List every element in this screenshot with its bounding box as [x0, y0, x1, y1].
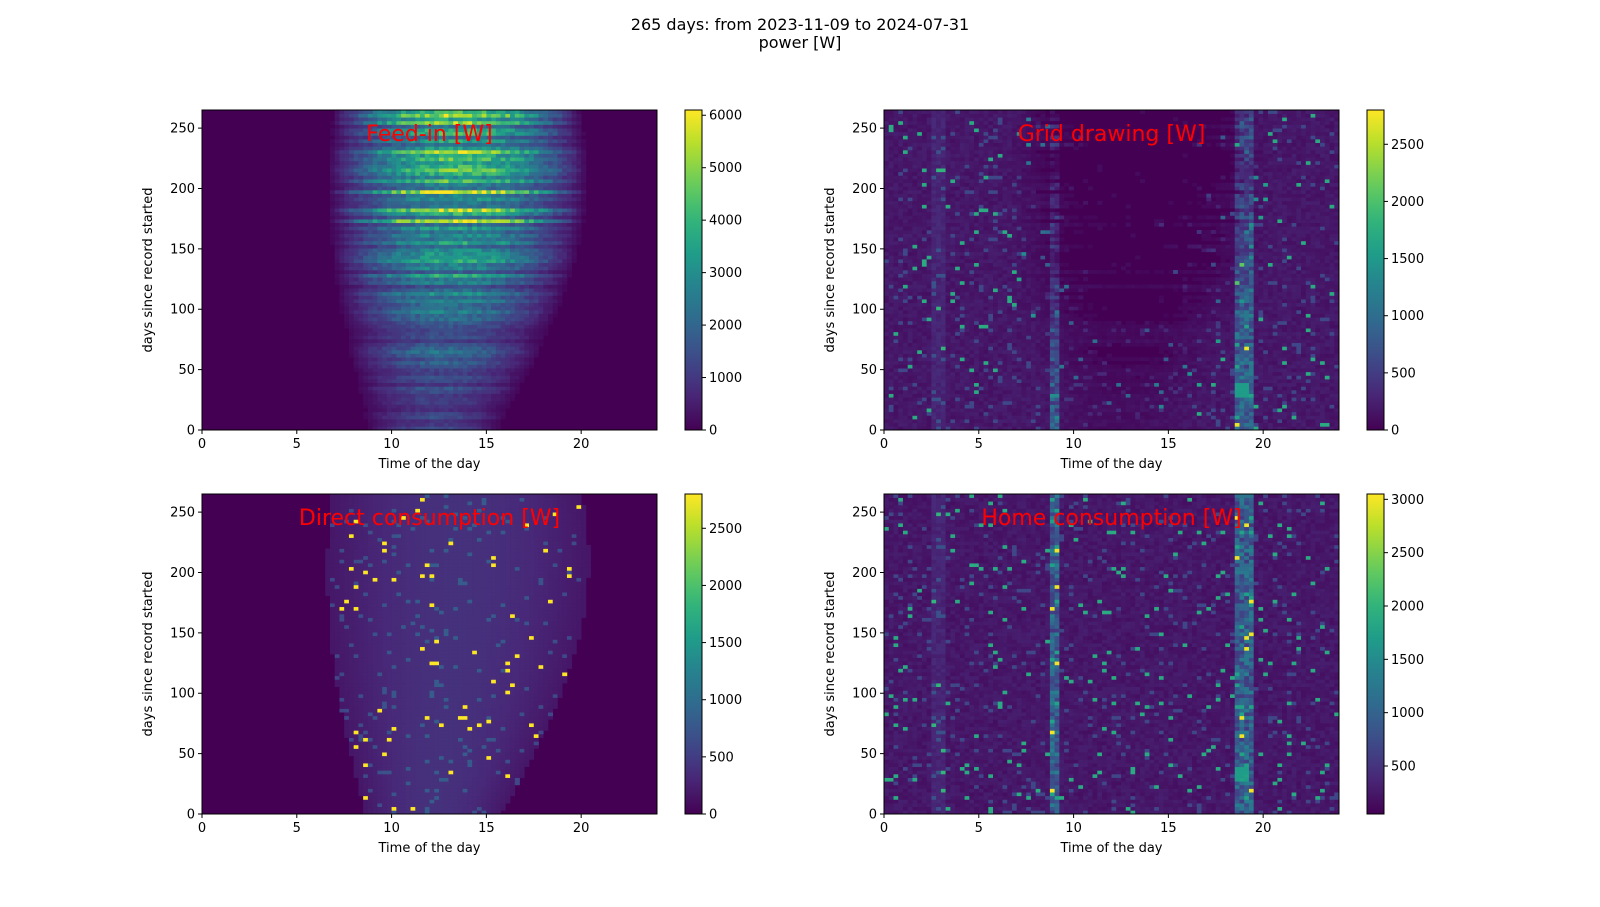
- y-tick-label: 250: [852, 122, 877, 137]
- x-tick-label: 20: [1255, 821, 1272, 836]
- colorbar-tick-label: 1000: [709, 371, 742, 386]
- y-tick-label: 200: [852, 182, 877, 197]
- colorbar-direct-consumption: 0 500 1000 1500 2000 2500: [685, 494, 742, 823]
- y-tick-label: 150: [170, 242, 195, 257]
- colorbar-tick-label: 1500: [1391, 653, 1424, 668]
- colorbar-tick-label: 0: [709, 424, 717, 439]
- y-tick-label: 50: [178, 747, 195, 762]
- x-tick-label: 10: [383, 437, 400, 452]
- colorbar-feed-in: 0 1000 2000 3000 4000 5000 6000: [685, 109, 742, 439]
- colorbar-tick-label: 1000: [1391, 309, 1424, 324]
- x-tick-label: 0: [880, 437, 888, 452]
- colorbar-tick-label: 2000: [1391, 195, 1424, 210]
- panel-title: Home consumption [W]: [981, 506, 1241, 531]
- panel-title: Feed-in [W]: [366, 122, 492, 147]
- x-tick-label: 15: [478, 437, 495, 452]
- colorbar-tick-label: 4000: [709, 214, 742, 229]
- y-axis-label: days since record started: [823, 188, 838, 353]
- y-axis-label: days since record started: [141, 188, 156, 353]
- colorbar-tick-label: 500: [709, 750, 734, 765]
- x-tick-label: 15: [478, 821, 495, 836]
- x-tick-label: 5: [975, 821, 983, 836]
- figure-title-line2: power [W]: [759, 33, 842, 52]
- heatmap-grid-drawing: [884, 110, 1339, 430]
- y-tick-label: 100: [852, 303, 877, 318]
- y-tick-label: 0: [869, 424, 877, 439]
- colorbar-tick-label: 500: [1391, 366, 1416, 381]
- colorbar-tick-label: 5000: [709, 161, 742, 176]
- x-tick-label: 10: [1065, 821, 1082, 836]
- y-tick-label: 0: [869, 808, 877, 823]
- y-axis-label: days since record started: [823, 572, 838, 737]
- y-tick-label: 50: [860, 363, 877, 378]
- x-tick-label: 10: [1065, 437, 1082, 452]
- figure-title-line1: 265 days: from 2023-11-09 to 2024-07-31: [631, 15, 969, 34]
- y-tick-label: 100: [852, 687, 877, 702]
- colorbar-tick-label: 1500: [1391, 252, 1424, 267]
- colorbar-tick-label: 2000: [1391, 600, 1424, 615]
- heatmap-feed-in: [202, 110, 657, 430]
- x-tick-label: 15: [1160, 437, 1177, 452]
- x-tick-label: 20: [573, 437, 590, 452]
- y-tick-label: 100: [170, 303, 195, 318]
- x-tick-label: 5: [293, 821, 301, 836]
- colorbar-tick-label: 6000: [709, 109, 742, 124]
- colorbar-grid-drawing: 0 500 1000 1500 2000 2500: [1367, 110, 1424, 439]
- colorbar-tick-label: 2000: [709, 579, 742, 594]
- x-tick-label: 5: [975, 437, 983, 452]
- y-tick-label: 200: [170, 182, 195, 197]
- heatmap-home-consumption: [884, 494, 1339, 814]
- y-tick-label: 250: [170, 506, 195, 521]
- x-axis-label: Time of the day: [1060, 457, 1163, 472]
- y-tick-label: 0: [187, 424, 195, 439]
- y-tick-label: 100: [170, 687, 195, 702]
- colorbar-tick-label: 3000: [709, 266, 742, 281]
- colorbar-tick-label: 500: [1391, 760, 1416, 775]
- y-tick-label: 250: [852, 506, 877, 521]
- heatmap-direct-consumption: [202, 494, 657, 814]
- y-tick-label: 50: [860, 747, 877, 762]
- x-axis-label: Time of the day: [378, 841, 481, 856]
- colorbar-home-consumption: 500 1000 1500 2000 2500 3000: [1367, 493, 1424, 814]
- x-axis-label: Time of the day: [1060, 841, 1163, 856]
- colorbar-tick-label: 2000: [709, 319, 742, 334]
- colorbar-tick-label: 1000: [1391, 706, 1424, 721]
- x-tick-label: 10: [383, 821, 400, 836]
- x-tick-label: 0: [880, 821, 888, 836]
- y-tick-label: 50: [178, 363, 195, 378]
- y-tick-label: 200: [170, 566, 195, 581]
- y-tick-label: 200: [852, 566, 877, 581]
- panel-title: Grid drawing [W]: [1018, 122, 1206, 147]
- y-tick-label: 150: [852, 242, 877, 257]
- colorbar-tick-label: 0: [1391, 424, 1399, 439]
- x-tick-label: 0: [198, 437, 206, 452]
- panel-title: Direct consumption [W]: [299, 506, 560, 531]
- colorbar-tick-label: 1500: [709, 636, 742, 651]
- y-tick-label: 0: [187, 808, 195, 823]
- colorbar-tick-label: 2500: [1391, 546, 1424, 561]
- colorbar-tick-label: 2500: [709, 522, 742, 537]
- x-tick-label: 0: [198, 821, 206, 836]
- y-tick-label: 250: [170, 122, 195, 137]
- x-tick-label: 15: [1160, 821, 1177, 836]
- x-tick-label: 5: [293, 437, 301, 452]
- x-tick-label: 20: [573, 821, 590, 836]
- y-tick-label: 150: [170, 626, 195, 641]
- colorbar-tick-label: 2500: [1391, 138, 1424, 153]
- colorbar-tick-label: 0: [709, 808, 717, 823]
- colorbar-tick-label: 1000: [709, 693, 742, 708]
- y-axis-label: days since record started: [141, 572, 156, 737]
- x-axis-label: Time of the day: [378, 457, 481, 472]
- y-tick-label: 150: [852, 626, 877, 641]
- colorbar-tick-label: 3000: [1391, 493, 1424, 508]
- x-tick-label: 20: [1255, 437, 1272, 452]
